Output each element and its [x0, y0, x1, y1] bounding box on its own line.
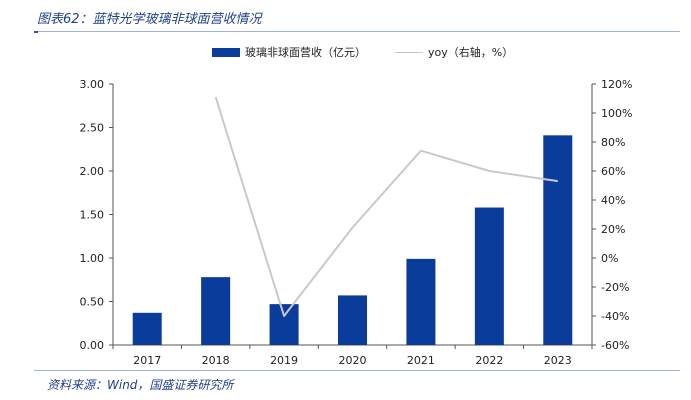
revenue-bar [269, 304, 299, 345]
y-left-tick-label: 0.00 [80, 339, 105, 352]
legend-label-revenue: 玻璃非球面营收（亿元） [245, 46, 366, 59]
x-tick-label: 2017 [133, 354, 161, 367]
legend-bar-swatch [212, 47, 240, 57]
y-right-tick-label: 120% [601, 78, 632, 91]
chart-legend: 玻璃非球面营收（亿元） yoy（右轴，%） [0, 44, 691, 64]
y-left-tick-label: 3.00 [80, 78, 105, 91]
revenue-bar [543, 135, 573, 345]
yoy-line [214, 96, 558, 317]
title-underline [34, 31, 680, 32]
revenue-bar [406, 258, 436, 345]
x-tick-label: 2021 [407, 354, 435, 367]
y-right-tick-label: -40% [601, 310, 629, 323]
y-right-tick-label: 0% [601, 252, 618, 265]
x-tick-label: 2018 [202, 354, 230, 367]
legend-label-yoy: yoy（右轴，%） [428, 46, 514, 59]
x-tick-label: 2023 [544, 354, 572, 367]
y-left-tick-label: 2.50 [80, 122, 105, 135]
y-right-tick-label: 80% [601, 136, 625, 149]
revenue-bar [132, 312, 162, 345]
y-left-tick-label: 0.50 [80, 296, 105, 309]
x-tick-label: 2020 [339, 354, 367, 367]
y-left-tick-label: 2.00 [80, 165, 105, 178]
legend-line-swatch [395, 51, 423, 53]
source-note: 资料来源：Wind，国盛证券研究所 [47, 378, 234, 392]
y-right-tick-label: 20% [601, 223, 625, 236]
y-right-tick-label: -60% [601, 339, 629, 352]
legend-item-yoy: yoy（右轴，%） [395, 44, 513, 60]
x-tick-label: 2022 [475, 354, 503, 367]
revenue-bar [474, 207, 504, 345]
y-right-tick-label: -20% [601, 281, 629, 294]
y-right-tick-label: 100% [601, 107, 632, 120]
y-right-tick-label: 60% [601, 165, 625, 178]
y-left-tick-label: 1.00 [80, 252, 105, 265]
y-right-tick-label: 40% [601, 194, 625, 207]
x-tick-label: 2019 [270, 354, 298, 367]
chart-title: 图表62：蓝特光学玻璃非球面营收情况 [37, 12, 262, 27]
revenue-bar [338, 295, 367, 345]
legend-item-revenue: 玻璃非球面营收（亿元） [212, 44, 366, 60]
title-underline-accent [34, 31, 38, 33]
y-left-tick-label: 1.50 [80, 209, 105, 222]
revenue-bar [201, 277, 231, 345]
source-rule [34, 370, 680, 371]
